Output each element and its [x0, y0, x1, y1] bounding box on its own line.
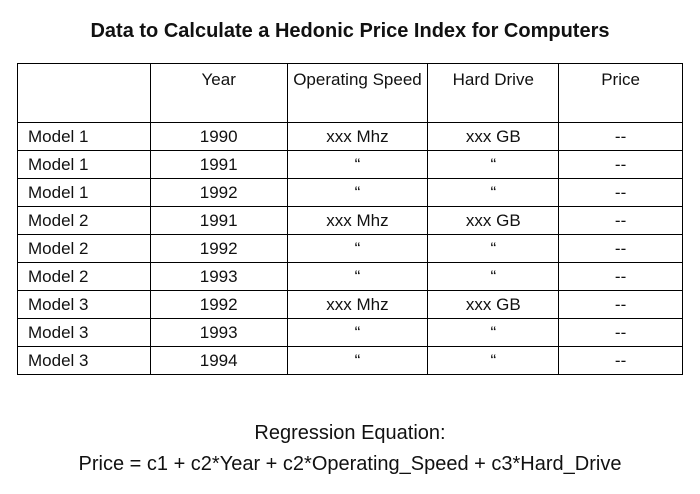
cell-year: 1993 [149, 318, 288, 347]
cell-price: -- [558, 150, 683, 179]
cell-hard-drive: “ [427, 178, 560, 207]
table-row: Model 1 1991 ““-- [17, 150, 683, 179]
cell-hard-drive: xxx GB [427, 290, 560, 319]
cell-price: -- [558, 178, 683, 207]
cell-operating-speed: xxx Mhz [286, 290, 429, 319]
cell-model: Model 1 [17, 178, 151, 207]
header-cell-price: Price [558, 63, 683, 123]
cell-price: -- [558, 346, 683, 375]
cell-price: -- [558, 262, 683, 291]
table-row: Model 2 1992 ““-- [17, 234, 683, 263]
cell-model: Model 1 [17, 150, 151, 179]
equation-label: Regression Equation: [254, 422, 446, 444]
cell-operating-speed: “ [286, 234, 429, 263]
table-row: Model 3 1992 xxx Mhz xxx GB -- [17, 290, 683, 319]
cell-operating-speed: “ [286, 178, 429, 207]
cell-year: 1994 [149, 346, 288, 375]
cell-operating-speed: “ [286, 318, 429, 347]
cell-price: -- [558, 234, 683, 263]
cell-hard-drive: “ [427, 346, 560, 375]
cell-year: 1993 [149, 262, 288, 291]
cell-price: -- [558, 318, 683, 347]
table-row: Model 1 1992 ““-- [17, 178, 683, 207]
cell-model: Model 3 [17, 290, 151, 319]
header-cell-hard-drive: Hard Drive [427, 63, 560, 123]
cell-year: 1992 [149, 290, 288, 319]
cell-hard-drive: xxx GB [427, 206, 560, 235]
cell-operating-speed: xxx Mhz [286, 122, 429, 151]
cell-hard-drive: “ [427, 234, 560, 263]
page-title: Data to Calculate a Hedonic Price Index … [90, 20, 610, 42]
cell-hard-drive: “ [427, 262, 560, 291]
cell-operating-speed: xxx Mhz [286, 206, 429, 235]
cell-hard-drive: “ [427, 150, 560, 179]
cell-year: 1992 [149, 178, 288, 207]
cell-model: Model 2 [17, 262, 151, 291]
cell-year: 1992 [149, 234, 288, 263]
cell-year: 1990 [149, 122, 288, 151]
cell-year: 1991 [149, 150, 288, 179]
cell-model: Model 2 [17, 234, 151, 263]
data-table: Year Operating Speed Hard Drive Price Mo… [17, 63, 683, 375]
cell-price: -- [558, 290, 683, 319]
cell-hard-drive: xxx GB [427, 122, 560, 151]
cell-hard-drive: “ [427, 318, 560, 347]
table-row: Model 2 1991 xxx Mhz xxx GB -- [17, 206, 683, 235]
cell-model: Model 3 [17, 318, 151, 347]
cell-operating-speed: “ [286, 262, 429, 291]
cell-year: 1991 [149, 206, 288, 235]
table-header-row: Year Operating Speed Hard Drive Price [17, 63, 683, 123]
table-body: Model 1 1990 xxx Mhz xxx GB -- Model 1 1991 ““-… [17, 122, 683, 375]
table-row: Model 1 1990 xxx Mhz xxx GB -- [17, 122, 683, 151]
cell-model: Model 3 [17, 346, 151, 375]
table-row: Model 3 1994 ““-- [17, 346, 683, 375]
header-cell-year: Year [149, 63, 288, 123]
cell-operating-speed: “ [286, 346, 429, 375]
regression-equation: Regression Equation: Price = c1 + c2*Yea… [0, 418, 700, 480]
header-cell-blank [17, 63, 151, 123]
cell-price: -- [558, 206, 683, 235]
equation-formula: Price = c1 + c2*Year + c2*Operating_Spee… [78, 453, 622, 475]
cell-model: Model 1 [17, 122, 151, 151]
cell-operating-speed: “ [286, 150, 429, 179]
table-row: Model 2 1993 ““-- [17, 262, 683, 291]
table-row: Model 3 1993 ““-- [17, 318, 683, 347]
cell-model: Model 2 [17, 206, 151, 235]
cell-price: -- [558, 122, 683, 151]
header-cell-operating-speed: Operating Speed [286, 63, 429, 123]
